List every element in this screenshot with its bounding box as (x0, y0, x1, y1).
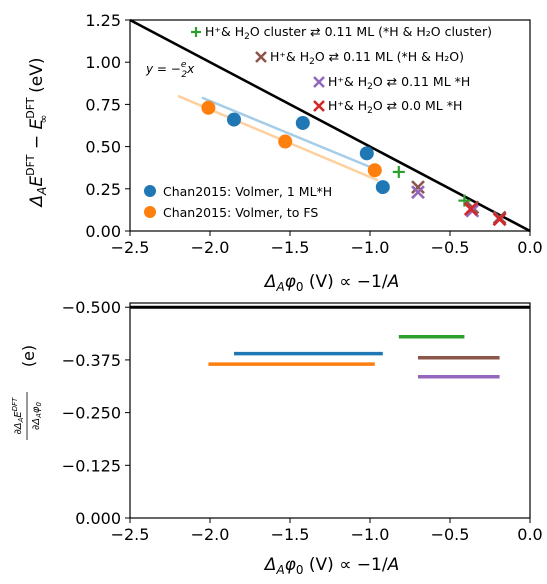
top-x-tick-label: −0.5 (431, 238, 470, 257)
top-x-axis-label: ΔAφ0 (V) ∝ −1/A (263, 272, 399, 294)
bottom-panel: −2.5 −2.0 −1.5 −1.0 −0.5 0.0 0.000 −0.125 −0.250… (11, 298, 543, 577)
data-point-red-1 (492, 212, 507, 227)
top-axes-frame (129, 19, 531, 232)
top-y-tick-label: 0.25 (85, 180, 121, 199)
data-point-blue-2 (359, 146, 374, 161)
svg-text:∂ΔAEDFT: ∂ΔAEDFT (11, 397, 25, 435)
top-x-tick-label: −2.0 (191, 238, 230, 257)
top-y-axis-label: ΔAEDFT − EDFT∞ (eV) (24, 57, 50, 208)
top-y-tick-label: 0.00 (85, 222, 121, 241)
bottom-x-tick-label: −0.5 (431, 525, 470, 544)
top-x-tick-label: −1.5 (271, 238, 310, 257)
top-data-marks (201, 100, 507, 227)
bottom-x-tick-label: 0.0 (517, 525, 542, 544)
top-x-tick-label: −1.0 (351, 238, 390, 257)
top-x-tick-label: 0.0 (517, 238, 542, 257)
legend-entry-purple: H⁺& H2O ⇄ 0.11 ML *H (328, 74, 470, 92)
top-y-tick-label: 0.75 (85, 95, 121, 114)
fit-line-blue (201, 96, 379, 172)
data-point-orange-1 (278, 134, 293, 149)
legend-marker-purple (313, 76, 325, 88)
bottom-y-tick-label: −0.500 (62, 298, 121, 317)
legend-top-right: H⁺& H2O cluster ⇄ 0.11 ML (*H & H₂O clus… (191, 24, 492, 116)
data-point-blue-3 (375, 180, 390, 195)
data-point-orange-0 (201, 100, 216, 115)
bottom-x-tick-label: −2.5 (111, 525, 150, 544)
legend-marker-green (191, 27, 201, 37)
legend-entry-red: H⁺& H2O ⇄ 0.0 ML *H (328, 98, 462, 116)
data-point-orange-2 (367, 163, 382, 178)
bottom-axes-frame (129, 302, 531, 519)
legend-marker-red (313, 100, 325, 112)
data-point-green-1 (458, 194, 471, 207)
legend-entry-blue: Chan2015: Volmer, 1 ML*H (163, 184, 332, 199)
legend-bottom-left: Chan2015: Volmer, 1 ML*H Chan2015: Volmer… (144, 184, 332, 220)
data-point-blue-0 (227, 112, 241, 127)
svg-text:∂ΔAφ0: ∂ΔAφ0 (31, 402, 43, 430)
legend-entry-orange: Chan2015: Volmer, to FS (163, 205, 318, 220)
data-point-purple-0 (411, 185, 425, 200)
svg-text:(e): (e) (19, 345, 38, 367)
data-point-green-0 (392, 165, 405, 178)
top-panel: −2.5 −2.0 −1.5 −1.0 −0.5 0.0 0.00 0.25 0.50 0.75 1… (24, 11, 543, 294)
legend-entry-brown: H⁺& H2O ⇄ 0.11 ML (*H & H₂O) (270, 49, 464, 67)
bottom-x-axis-label: ΔAφ0 (V) ∝ −1/A (263, 555, 399, 577)
top-x-tick-label: −2.5 (111, 238, 150, 257)
top-y-tick-label: 0.50 (85, 138, 121, 157)
bottom-x-tick-label: −1.5 (271, 525, 310, 544)
bottom-x-tick-label: −1.0 (351, 525, 390, 544)
bottom-y-tick-label: 0.000 (75, 509, 121, 528)
bottom-ticks: −2.5 −2.0 −1.5 −1.0 −0.5 0.0 0.000 −0.125 −0.250… (62, 298, 543, 544)
data-point-brown-0 (411, 180, 425, 195)
bottom-x-tick-label: −2.0 (191, 525, 230, 544)
top-ticks: −2.5 −2.0 −1.5 −1.0 −0.5 0.0 0.00 0.25 0.50 0.75 1… (85, 11, 542, 257)
legend-marker-blue (144, 185, 156, 197)
data-point-blue-1 (295, 115, 310, 130)
bottom-segments (130, 305, 530, 379)
bottom-y-axis-label: ∂ΔAEDFT ∂ΔAφ0 (e) (11, 345, 43, 440)
legend-entry-green: H⁺& H2O cluster ⇄ 0.11 ML (*H & H₂O clus… (205, 24, 492, 42)
bottom-y-tick-label: −0.125 (62, 456, 121, 475)
bottom-y-tick-label: −0.250 (62, 404, 121, 423)
top-y-tick-label: 1.25 (85, 11, 121, 30)
top-y-tick-label: 1.00 (85, 53, 121, 72)
reference-line-label: y = −e 2x (145, 60, 195, 80)
bottom-y-tick-label: −0.375 (62, 351, 121, 370)
data-point-red-0 (463, 202, 478, 216)
legend-marker-orange (144, 206, 156, 218)
legend-marker-brown (255, 51, 267, 63)
